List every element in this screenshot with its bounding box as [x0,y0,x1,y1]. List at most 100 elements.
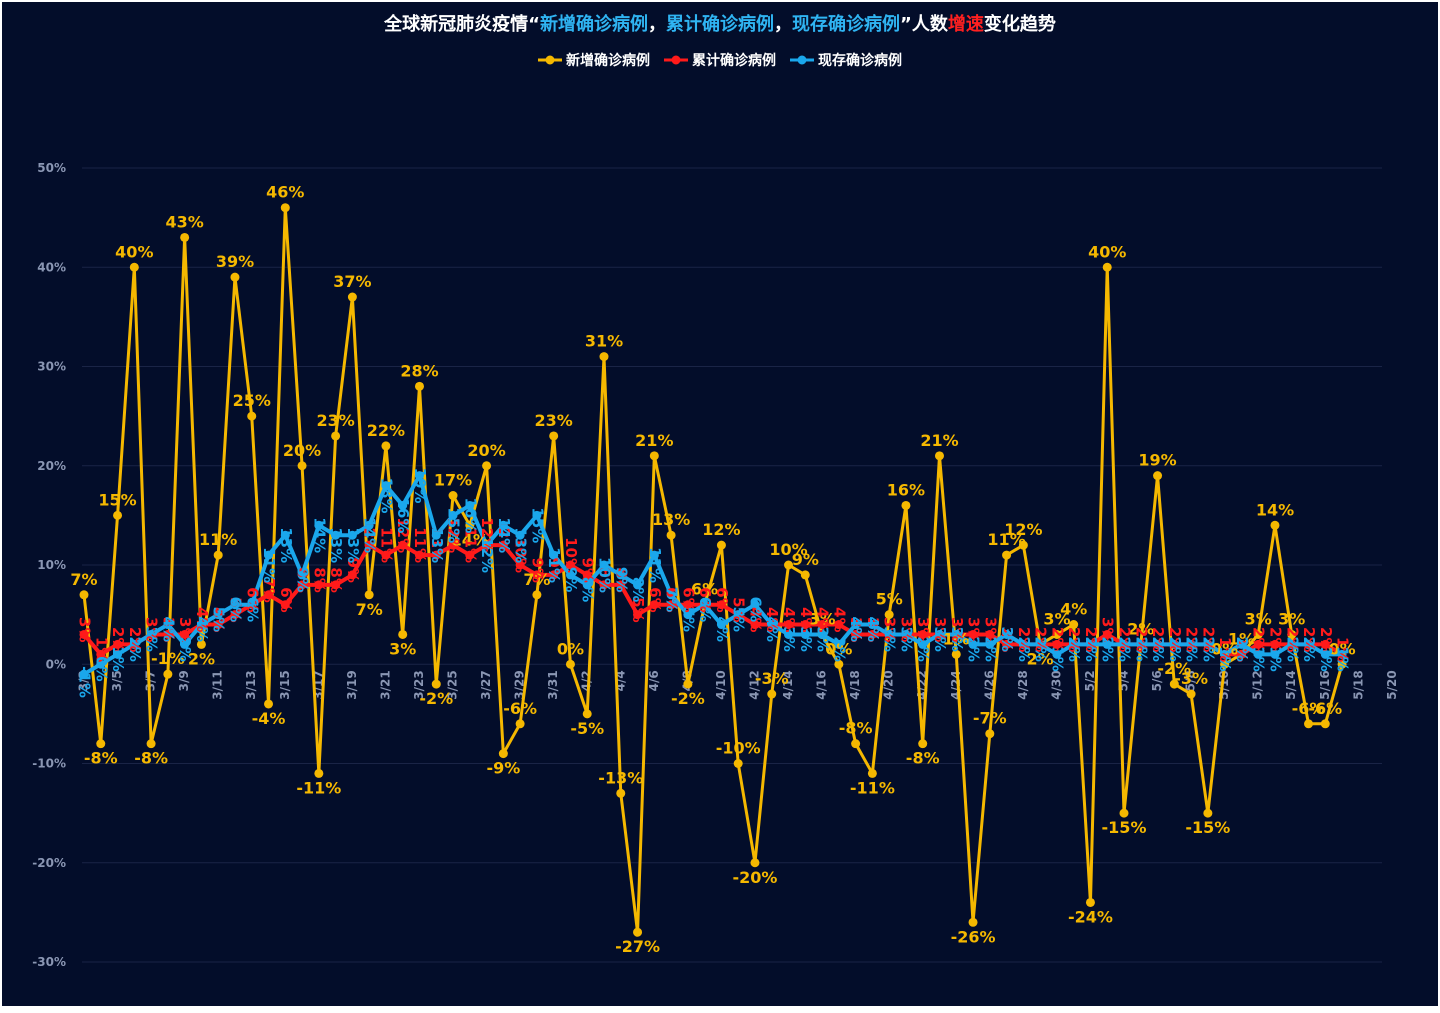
x-tick-label: 3/31 [546,670,560,699]
data-label-s0: 21% [635,431,673,450]
data-label-s0: 40% [115,242,153,261]
data-point-s0 [1069,620,1079,630]
data-point-s2 [498,520,508,530]
data-point-s0 [767,689,777,699]
data-label-s1: 6% [679,587,697,612]
data-point-s1 [230,610,240,620]
data-label-s2: 18% [377,478,395,514]
data-label-s2: 4% [713,617,731,642]
data-label-s2: 3% [931,626,949,651]
data-label-s2: 4% [847,617,865,642]
data-point-s0 [1169,679,1179,689]
data-point-s0 [163,669,173,679]
data-point-s2 [213,610,223,620]
data-label-s2: 1% [109,646,127,671]
legend-label-new: 新增确诊病例 [566,53,650,69]
data-label-s1: 3% [76,617,94,642]
data-label-s2: 1% [1048,646,1066,671]
legend-marker-new [538,55,562,65]
data-label-s2: 2% [1132,636,1150,661]
x-tick-label: 4/24 [949,670,963,699]
data-point-s2 [1169,639,1179,649]
data-label-s1: 2% [1048,627,1066,652]
data-label-s0: -3% [1174,669,1208,688]
data-point-s1 [532,570,542,580]
data-label-s1: 3% [897,617,915,642]
data-label-s2: 9% [612,567,630,592]
data-point-s1 [498,540,508,550]
data-label-s2: 6% [226,597,244,622]
data-point-s0 [951,649,961,659]
data-label-s1: 2% [1250,627,1268,652]
data-label-s0: 15% [98,490,136,509]
data-label-s1: 4% [797,607,815,632]
data-point-s0 [146,739,156,749]
data-point-s2 [1304,639,1314,649]
data-point-s1 [448,540,458,550]
data-point-s0 [364,590,374,600]
data-point-s0 [1337,659,1347,669]
data-point-s2 [297,570,307,580]
data-point-s1 [549,570,559,580]
data-label-s0: -3% [755,669,789,688]
data-point-s2 [180,639,190,649]
data-point-s2 [129,639,139,649]
data-label-s2: 16% [394,497,412,533]
data-label-s0: 20% [467,441,505,460]
data-label-s2: 14% [361,517,379,553]
data-point-s2 [1337,649,1347,659]
data-point-s1 [985,629,995,639]
data-label-s0: 16% [887,480,925,499]
data-label-s0: 25% [233,391,271,410]
data-label-s0: 2% [1027,649,1054,668]
x-tick-label: 3/13 [244,670,258,699]
data-point-s0 [398,629,408,639]
data-point-s1 [918,629,928,639]
x-tick-label: 3/23 [412,670,426,699]
data-point-s0 [616,788,626,798]
data-label-s0: -4% [252,709,286,728]
data-point-s2 [96,659,106,669]
data-label-s0: 4% [1060,600,1087,619]
data-point-s1 [1236,649,1246,659]
data-point-s0 [867,768,877,778]
data-label-s1: 2% [1032,627,1050,652]
data-point-s0 [532,590,542,600]
data-point-s0 [448,491,458,501]
data-label-s0: 0% [825,639,852,658]
data-point-s2 [884,629,894,639]
data-point-s2 [314,520,324,530]
data-label-s2: 11% [646,547,664,583]
data-label-s2: 3% [948,626,966,651]
data-label-s2: 8% [579,577,597,602]
legend-item-active: 现存确诊病例 [790,50,902,70]
data-point-s1 [666,600,676,610]
data-point-s0 [96,739,106,749]
x-tick-label: 5/8 [1184,670,1198,691]
data-point-s0 [968,917,978,927]
data-label-s1: 9% [545,557,563,582]
data-label-s1: 3% [931,617,949,642]
title-part-3: ， [648,14,666,35]
data-label-s0: -1% [151,649,185,668]
data-label-s2: 1% [1216,646,1234,671]
data-label-s1: 3% [881,617,899,642]
data-label-s0: 46% [266,183,304,202]
data-point-s2 [515,530,525,540]
data-point-s0 [1287,629,1297,639]
data-point-s0 [1220,659,1230,669]
data-point-s2 [398,500,408,510]
data-point-s2 [1287,639,1297,649]
data-point-s1 [716,600,726,610]
data-label-s0: 7% [356,600,383,619]
data-label-s0: -11% [850,778,895,797]
data-label-s2: 13% [512,527,530,563]
data-point-s0 [1320,719,1330,729]
data-point-s0 [683,679,693,689]
data-point-s0 [498,749,508,759]
data-point-s1 [1320,639,1330,649]
data-point-s2 [666,590,676,600]
data-point-s2 [784,629,794,639]
data-point-s2 [247,600,257,610]
